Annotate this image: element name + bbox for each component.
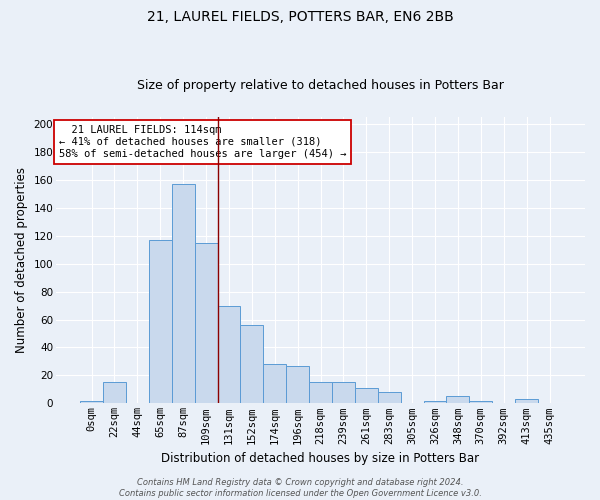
Bar: [218, 306, 241, 404]
Bar: [263, 364, 286, 404]
Text: 21 LAUREL FIELDS: 114sqm
← 41% of detached houses are smaller (318)
58% of semi-: 21 LAUREL FIELDS: 114sqm ← 41% of detach…: [59, 126, 346, 158]
Bar: [149, 240, 172, 404]
Title: Size of property relative to detached houses in Potters Bar: Size of property relative to detached ho…: [137, 79, 504, 92]
Bar: [446, 396, 469, 404]
Bar: [309, 382, 332, 404]
Bar: [80, 400, 103, 404]
Bar: [194, 242, 218, 404]
Bar: [103, 382, 126, 404]
Y-axis label: Number of detached properties: Number of detached properties: [15, 167, 28, 353]
Bar: [515, 399, 538, 404]
Text: Contains HM Land Registry data © Crown copyright and database right 2024.
Contai: Contains HM Land Registry data © Crown c…: [119, 478, 481, 498]
Bar: [469, 400, 492, 404]
X-axis label: Distribution of detached houses by size in Potters Bar: Distribution of detached houses by size …: [161, 452, 479, 465]
Text: 21, LAUREL FIELDS, POTTERS BAR, EN6 2BB: 21, LAUREL FIELDS, POTTERS BAR, EN6 2BB: [146, 10, 454, 24]
Bar: [172, 184, 194, 404]
Bar: [424, 400, 446, 404]
Bar: [286, 366, 309, 404]
Bar: [355, 388, 378, 404]
Bar: [378, 392, 401, 404]
Bar: [241, 325, 263, 404]
Bar: [332, 382, 355, 404]
